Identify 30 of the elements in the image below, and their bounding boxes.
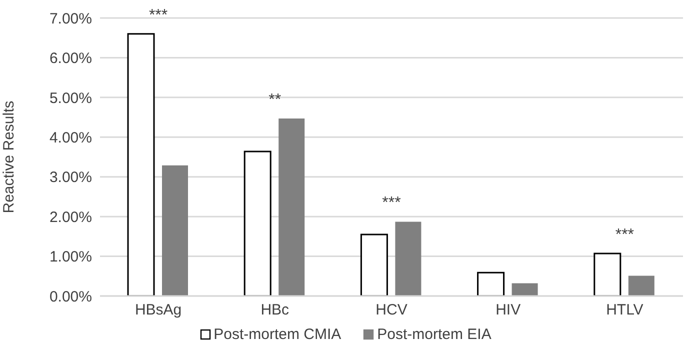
y-tick-label: 1.00% [49,248,92,266]
legend-label: Post-mortem EIA [377,326,492,343]
bar [512,283,538,296]
annotation: ** [268,91,282,108]
bar [628,276,654,296]
x-tick-label: HBc [260,302,290,319]
bar [360,234,388,296]
bar [594,252,622,296]
y-tick-label: 0.00% [49,288,92,306]
bar [395,222,422,296]
y-tick-label: 3.00% [49,169,92,186]
y-tick-label: 2.00% [49,208,92,226]
annotation: *** [382,194,401,212]
bar [244,150,272,296]
y-tick-label: 6.00% [49,50,92,68]
y-tick-label: 5.00% [49,90,92,107]
x-tick-label: HCV [376,302,408,319]
bar [127,33,155,296]
x-tick-label: HTLV [606,302,644,319]
legend-label: Post-mortem CMIA [214,326,342,343]
x-tick-label: HBsAg [134,302,182,319]
y-tick-label: 4.00% [49,129,92,146]
y-tick-label: 7.00% [49,10,92,28]
annotation: *** [615,226,634,244]
annotation: *** [148,6,168,24]
x-tick-label: HIV [496,302,521,319]
y-axis-title: Reactive Results [0,100,18,214]
bar [477,272,505,296]
bar [278,118,305,296]
bar [162,165,188,296]
